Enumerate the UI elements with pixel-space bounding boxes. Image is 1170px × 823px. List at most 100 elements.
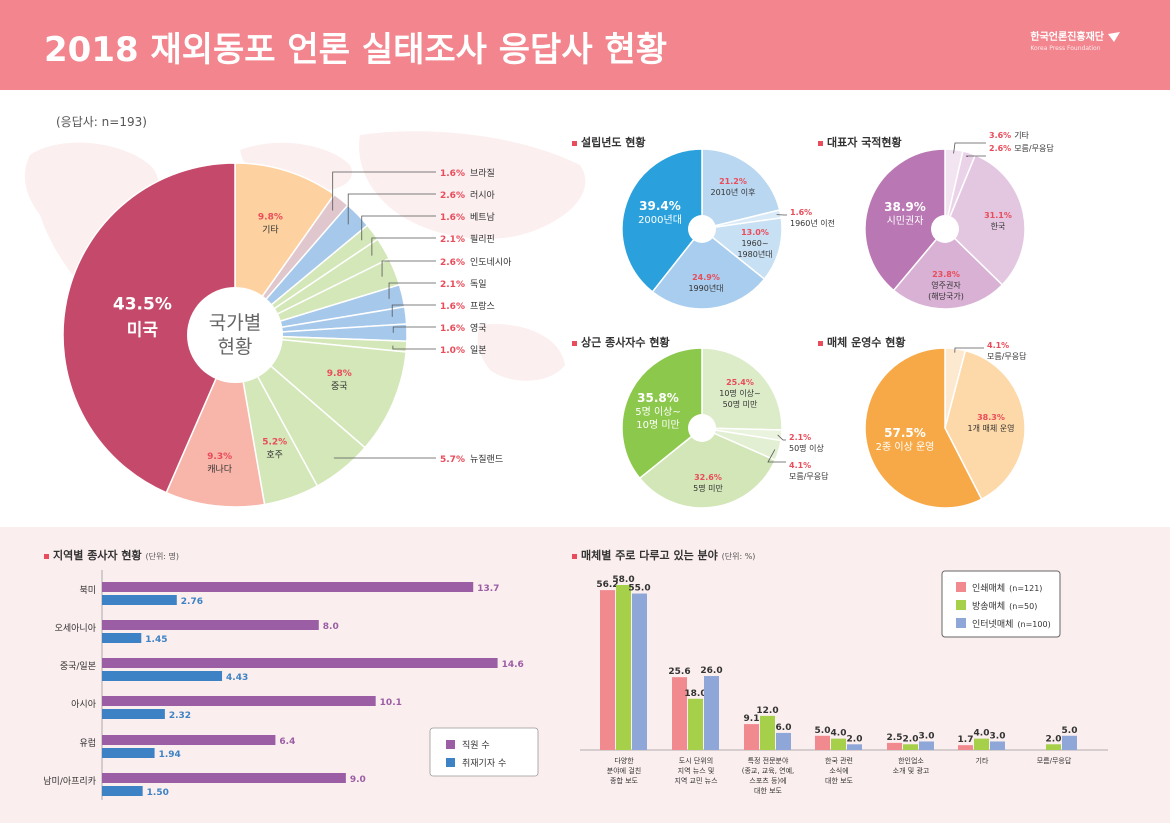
fields-bar-5-1 [974, 738, 989, 750]
fields-value-5-2: 3.0 [990, 731, 1006, 741]
regional-value-북미-1: 2.76 [181, 597, 203, 607]
employees-pie-slice-5명-이상-10명-미만 [621, 347, 703, 480]
fields-category-2-2: 스포츠 등)에 [749, 776, 786, 785]
founding-pie-label-1960-1980년대-0: 1960~ [741, 239, 768, 248]
employees-pie-pct-모름-무응답: 4.1% [789, 461, 811, 470]
regional-value-남미-아프리카-0: 9.0 [350, 775, 366, 785]
fields-category-3-1: 소식에 [829, 766, 848, 775]
fields-bar-2-1 [760, 715, 775, 750]
fields-category-6-0: 모름/무응답 [1037, 756, 1072, 765]
media-count-pie-chart: 4.1%모름/무응답 38.3%1개 매체 운영 57.5%2종 이상 운영 [864, 341, 1027, 509]
founding-pie-label-1960-1980년대-1: 1980년대 [737, 249, 772, 259]
regional-bar-오세아니아-0 [102, 620, 319, 630]
country-pct-기타: 9.8% [258, 213, 283, 223]
fields-category-4-1: 소개 및 광고 [893, 766, 930, 775]
regional-value-유럽-1: 1.94 [159, 750, 181, 760]
regional-bar-중국-일본-0 [102, 658, 498, 668]
country-label-베트남: 베트남 [470, 212, 495, 223]
mediacount-pie-pct-2종-이상-운영: 57.5% [884, 426, 926, 440]
employees-section-title: 상근 종사자수 현황 [572, 334, 670, 350]
employees-pie-center-hole [688, 414, 716, 442]
nationality-pie-pct-시민권자: 38.9% [884, 200, 926, 214]
fields-bar-1-0 [672, 677, 687, 750]
nationality-pie-label-group-모름-무응답: 2.6% 모름/무응답 [989, 143, 1054, 153]
fields-value-2-0: 9.1 [744, 714, 760, 724]
nationality-pie-pct-한국: 31.1% [984, 211, 1012, 220]
regional-category-유럽: 유럽 [79, 738, 96, 749]
country-pct-인도네시아: 2.6% [440, 258, 465, 268]
regional-category-북미: 북미 [79, 585, 96, 596]
fields-category-3-2: 대한 보도 [825, 777, 854, 785]
fields-bar-1-2 [704, 676, 719, 750]
fields-legend-label-2: 인터넷매체 (n=100) [972, 619, 1051, 630]
fields-bar-1-1 [688, 698, 703, 750]
regional-bar-아시아-0 [102, 696, 376, 706]
fields-legend-label-1: 방송매체 (n=50) [972, 601, 1037, 612]
header-banner: 2018 재외동포 언론 실태조사 응답사 현황 한국언론진흥재단 Korea … [0, 0, 1170, 90]
country-label-독일: 독일 [470, 279, 487, 290]
country-leader-영국 [392, 326, 436, 333]
regional-bar-아시아-1 [102, 709, 165, 719]
country-pct-독일: 2.1% [440, 280, 465, 290]
founding-section-title: 설립년도 현황 [572, 134, 646, 150]
employees-pie-label-5명-미만-0: 5명 미만 [693, 483, 723, 493]
media-count-section-title: 매체 운영수 현황 [818, 334, 906, 350]
regional-category-오세아니아: 오세아니아 [55, 623, 97, 634]
country-label-캐나다: 캐나다 [207, 464, 233, 475]
nationality-pie-pct-모름-무응답: 2.6% [989, 144, 1011, 153]
regional-value-아시아-1: 2.32 [169, 711, 191, 721]
founding-pie-label-1990년대-0: 1990년대 [688, 283, 723, 293]
employees-pie-slice-10명-이상-50명-미만 [701, 347, 783, 431]
employees-pie-chart: 25.4%10명 이상~50명 미만 2.1%50명 이상 4.1%모름/무응답 32… [621, 347, 829, 509]
fields-value-5-1: 4.0 [974, 729, 990, 739]
country-leader-베트남 [361, 215, 436, 241]
fields-value-3-2: 2.0 [847, 734, 863, 744]
fields-value-6-2: 5.0 [1062, 726, 1078, 736]
regional-value-유럽-0: 6.4 [279, 737, 295, 747]
regional-value-중국-일본-0: 14.6 [502, 660, 524, 670]
founding-pie-pct-2010년-이후: 21.2% [719, 177, 747, 186]
regional-value-북미-0: 13.7 [477, 584, 499, 594]
fields-value-4-0: 2.5 [887, 733, 903, 743]
mediacount-pie-label-모름-무응답-0: 모름/무응답 [987, 351, 1027, 361]
fields-bar-0-1 [616, 585, 631, 750]
fields-category-0-1: 분야에 걸친 [607, 766, 641, 775]
bullet-square-icon [818, 340, 823, 346]
country-leader-일본 [392, 345, 436, 350]
regional-value-남미-아프리카-1: 1.50 [147, 788, 169, 798]
fields-category-1-1: 지역 뉴스 및 [678, 766, 715, 775]
country-label-호주: 호주 [266, 450, 283, 461]
nationality-pie-chart: 3.6% 기타2.6% 모름/무응답31.1%한국23.8%영주권자(해당국가)38… [864, 131, 1054, 310]
nationality-pie-pct-영주권자-해당국가: 23.8% [932, 270, 960, 279]
fields-category-1-0: 도시 단위의 [679, 756, 713, 765]
bullet-square-icon [44, 553, 49, 559]
regional-bar-유럽-1 [102, 748, 155, 758]
employees-pie-label-10명-이상-50명-미만-0: 10명 이상~ [719, 388, 761, 398]
fields-bar-3-2 [847, 744, 862, 750]
country-pie-center-hole [187, 287, 283, 383]
fields-category-1-2: 지역 교민 뉴스 [674, 776, 718, 785]
country-pie-slice-중국 [232, 334, 407, 449]
mediacount-pie-pct-1개-매체-운영: 38.3% [977, 413, 1005, 422]
fields-value-6-1: 2.0 [1046, 734, 1062, 744]
bullet-square-icon [572, 553, 577, 559]
regional-category-아시아: 아시아 [71, 699, 97, 710]
mediacount-pie-slice-2종-이상-운영 [864, 347, 983, 509]
nationality-pie-label-기타: 기타 [1014, 131, 1029, 140]
country-label-인도네시아: 인도네시아 [470, 257, 512, 268]
regional-bar-오세아니아-1 [102, 633, 142, 643]
regional-value-아시아-0: 10.1 [380, 698, 402, 708]
respondent-count-note: (응답사: n=193) [56, 115, 147, 129]
nationality-pie-leader-모름-무응답 [965, 155, 986, 157]
logo-name: 한국언론진흥재단 [1030, 32, 1104, 43]
regional-bar-북미-0 [102, 582, 474, 592]
founding-pie-pct-1960-1980년대: 13.0% [741, 228, 769, 237]
country-label-브라질: 브라질 [470, 167, 495, 179]
country-leader-브라질 [332, 171, 436, 211]
fields-legend-name-0: 인쇄매체 [972, 583, 1005, 594]
regional-legend-swatch-1 [446, 758, 455, 767]
country-pct-필리핀: 2.1% [440, 235, 465, 245]
country-label-기타: 기타 [262, 225, 279, 236]
nationality-pie-center-hole [931, 215, 959, 243]
fields-bar-2-2 [776, 732, 791, 750]
